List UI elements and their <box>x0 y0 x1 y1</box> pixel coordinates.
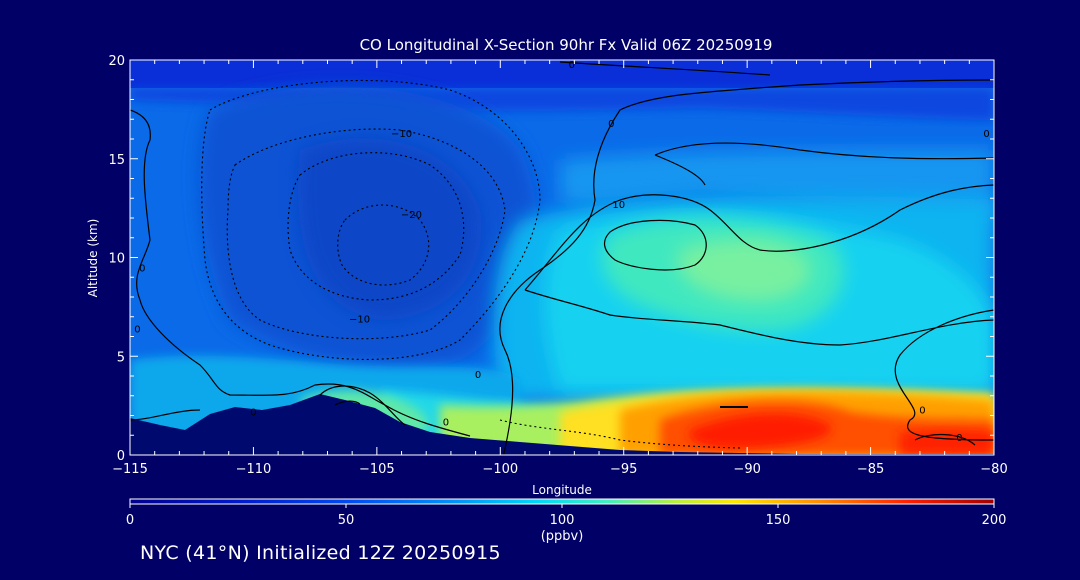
y-tick-label: 10 <box>108 252 125 267</box>
x-tick-label: −115 <box>112 462 148 477</box>
x-tick-label: −85 <box>857 462 884 477</box>
co-concentration-field <box>130 60 994 455</box>
y-tick-label: 20 <box>108 54 125 69</box>
colorbar-tick-label: 50 <box>338 513 355 528</box>
x-tick-label: −80 <box>980 462 1007 477</box>
chart-title: CO Longitudinal X-Section 90hr Fx Valid … <box>360 36 773 54</box>
contour-label: 0 <box>919 406 925 417</box>
contour-label: 10 <box>612 200 625 211</box>
x-tick-label: −100 <box>482 462 518 477</box>
y-tick-label: 0 <box>117 449 125 464</box>
x-axis: −115 −110 −105 −100 −95 −90 −85 −80 <box>112 60 1008 477</box>
contour-label: 0 <box>139 263 145 274</box>
colorbar <box>129 498 995 505</box>
x-axis-label: Longitude <box>532 483 592 497</box>
x-tick-label: −110 <box>236 462 272 477</box>
x-tick-label: −95 <box>610 462 637 477</box>
terrain <box>130 394 994 455</box>
colorbar-units: (ppbv) <box>541 529 584 544</box>
colorbar-ticks: 0 50 100 150 200 <box>126 504 1007 528</box>
x-tick-label: −90 <box>733 462 760 477</box>
y-axis-label: Altitude (km) <box>86 219 100 298</box>
colorbar-tick-label: 150 <box>766 513 791 528</box>
y-axis: 0 5 10 15 20 <box>108 54 994 464</box>
footer-caption: NYC (41°N) Initialized 12Z 20250915 <box>140 542 501 564</box>
contour-label: 0 <box>475 370 481 381</box>
colorbar-tick-label: 200 <box>982 513 1007 528</box>
contour-label: −10 <box>349 315 370 326</box>
negative-contours <box>201 79 741 449</box>
contour-label: 0 <box>569 60 575 71</box>
colorbar-tick-label: 100 <box>550 513 575 528</box>
contour-label: 0 <box>956 433 962 444</box>
y-tick-label: 15 <box>108 153 125 168</box>
contour-label: −10 <box>391 129 412 140</box>
colorbar-tick-label: 0 <box>126 513 134 528</box>
contour-label: 0 <box>608 119 614 130</box>
contour-label: 0 <box>443 417 449 428</box>
contour-label: −20 <box>401 210 422 221</box>
x-tick-label: −105 <box>359 462 395 477</box>
contour-labels: 0 0 −10 −20 −10 10 0 0 0 0 0 0 0 0 <box>134 60 990 444</box>
contour-label: 0 <box>983 129 989 140</box>
contour-label: 0 <box>134 325 140 336</box>
co-anomaly-contours <box>130 61 994 455</box>
y-tick-label: 5 <box>117 350 125 365</box>
contour-label: 0 <box>250 408 256 419</box>
